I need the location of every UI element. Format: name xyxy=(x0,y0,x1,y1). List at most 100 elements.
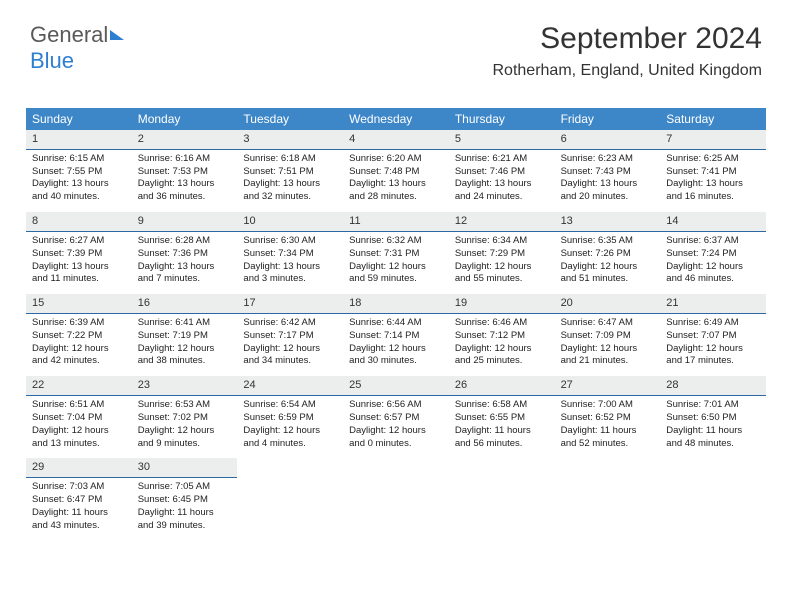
day-body: Sunrise: 6:16 AMSunset: 7:53 PMDaylight:… xyxy=(132,150,238,212)
weekday-header: Monday xyxy=(132,108,238,130)
sunset-text: Sunset: 7:43 PM xyxy=(561,166,655,179)
sunset-text: Sunset: 7:41 PM xyxy=(666,166,760,179)
calendar-cell: 19 Sunrise: 6:46 AMSunset: 7:12 PMDayligh… xyxy=(449,294,555,376)
calendar-row: 22Sunrise: 6:51 AMSunset: 7:04 PMDayligh… xyxy=(26,376,766,458)
daylight-line2: and 55 minutes. xyxy=(455,273,549,286)
sunset-text: Sunset: 6:45 PM xyxy=(138,494,232,507)
day-body: Sunrise: 6:44 AMSunset: 7:14 PMDaylight:… xyxy=(343,314,449,376)
daylight-line2: and 17 minutes. xyxy=(666,355,760,368)
sunset-text: Sunset: 7:17 PM xyxy=(243,330,337,343)
daylight-line1: Daylight: 12 hours xyxy=(349,343,443,356)
daylight-line2: and 7 minutes. xyxy=(138,273,232,286)
day-number: 16 xyxy=(138,297,150,309)
calendar-cell: 29Sunrise: 7:03 AMSunset: 6:47 PMDayligh… xyxy=(26,458,132,540)
sunset-text: Sunset: 7:36 PM xyxy=(138,248,232,261)
daylight-line2: and 39 minutes. xyxy=(138,520,232,533)
day-body: Sunrise: 6:32 AMSunset: 7:31 PMDaylight:… xyxy=(343,232,449,294)
daylight-line2: and 30 minutes. xyxy=(349,355,443,368)
day-body: Sunrise: 6:25 AMSunset: 7:41 PMDaylight:… xyxy=(660,150,766,212)
logo-text-blue: Blue xyxy=(30,48,74,73)
day-body: Sunrise: 6:53 AMSunset: 7:02 PMDaylight:… xyxy=(132,396,238,458)
calendar-cell: 7Sunrise: 6:25 AMSunset: 7:41 PMDaylight… xyxy=(660,130,766,212)
daylight-line2: and 24 minutes. xyxy=(455,191,549,204)
sunset-text: Sunset: 7:46 PM xyxy=(455,166,549,179)
calendar-cell: 17Sunrise: 6:42 AMSunset: 7:17 PMDayligh… xyxy=(237,294,343,376)
day-number: 20 xyxy=(561,297,573,309)
sunset-text: Sunset: 7:07 PM xyxy=(666,330,760,343)
day-body: Sunrise: 6:51 AMSunset: 7:04 PMDaylight:… xyxy=(26,396,132,458)
sunset-text: Sunset: 7:48 PM xyxy=(349,166,443,179)
sunrise-text: Sunrise: 6:58 AM xyxy=(455,399,549,412)
sunrise-text: Sunrise: 7:03 AM xyxy=(32,481,126,494)
day-body: Sunrise: 6:42 AMSunset: 7:17 PMDaylight:… xyxy=(237,314,343,376)
calendar-cell: 11 Sunrise: 6:32 AMSunset: 7:31 PMDayligh… xyxy=(343,212,449,294)
sunset-text: Sunset: 7:12 PM xyxy=(455,330,549,343)
daylight-line2: and 32 minutes. xyxy=(243,191,337,204)
daylight-line2: and 4 minutes. xyxy=(243,438,337,451)
daylight-line2: and 38 minutes. xyxy=(138,355,232,368)
day-number-bar: 30 xyxy=(132,458,238,478)
sunrise-text: Sunrise: 6:46 AM xyxy=(455,317,549,330)
daylight-line2: and 40 minutes. xyxy=(32,191,126,204)
day-body: Sunrise: 6:23 AMSunset: 7:43 PMDaylight:… xyxy=(555,150,661,212)
calendar-cell: 27Sunrise: 7:00 AMSunset: 6:52 PMDayligh… xyxy=(555,376,661,458)
daylight-line1: Daylight: 13 hours xyxy=(32,261,126,274)
day-number: 11 xyxy=(349,215,360,227)
day-number-bar: 22 xyxy=(26,376,132,396)
logo: General Blue xyxy=(30,22,124,74)
day-number: 19 xyxy=(455,297,467,309)
calendar-row: 29Sunrise: 7:03 AMSunset: 6:47 PMDayligh… xyxy=(26,458,766,540)
sunset-text: Sunset: 7:29 PM xyxy=(455,248,549,261)
daylight-line1: Daylight: 12 hours xyxy=(666,343,760,356)
day-number: 5 xyxy=(455,133,461,145)
daylight-line2: and 43 minutes. xyxy=(32,520,126,533)
calendar-cell: 25Sunrise: 6:56 AMSunset: 6:57 PMDayligh… xyxy=(343,376,449,458)
weekday-header-row: SundayMondayTuesdayWednesdayThursdayFrid… xyxy=(26,108,766,130)
day-body: Sunrise: 6:21 AMSunset: 7:46 PMDaylight:… xyxy=(449,150,555,212)
day-number: 15 xyxy=(32,297,44,309)
logo-triangle-icon xyxy=(110,30,124,40)
daylight-line2: and 16 minutes. xyxy=(666,191,760,204)
sunset-text: Sunset: 6:47 PM xyxy=(32,494,126,507)
day-number-bar: 9 xyxy=(132,212,238,232)
day-number-bar: 11 xyxy=(343,212,449,232)
sunrise-text: Sunrise: 6:44 AM xyxy=(349,317,443,330)
sunset-text: Sunset: 7:22 PM xyxy=(32,330,126,343)
weekday-header: Sunday xyxy=(26,108,132,130)
day-number: 30 xyxy=(138,461,150,473)
daylight-line2: and 9 minutes. xyxy=(138,438,232,451)
daylight-line1: Daylight: 13 hours xyxy=(138,178,232,191)
sunrise-text: Sunrise: 6:37 AM xyxy=(666,235,760,248)
sunset-text: Sunset: 6:59 PM xyxy=(243,412,337,425)
sunrise-text: Sunrise: 6:49 AM xyxy=(666,317,760,330)
daylight-line2: and 42 minutes. xyxy=(32,355,126,368)
day-number: 13 xyxy=(561,215,573,227)
sunset-text: Sunset: 7:34 PM xyxy=(243,248,337,261)
daylight-line1: Daylight: 13 hours xyxy=(243,261,337,274)
calendar-cell xyxy=(449,458,555,540)
day-number-bar: 28 xyxy=(660,376,766,396)
sunrise-text: Sunrise: 6:16 AM xyxy=(138,153,232,166)
page-title: September 2024 xyxy=(493,22,763,56)
weekday-header: Tuesday xyxy=(237,108,343,130)
daylight-line1: Daylight: 12 hours xyxy=(455,343,549,356)
day-body: Sunrise: 6:49 AMSunset: 7:07 PMDaylight:… xyxy=(660,314,766,376)
day-body: Sunrise: 7:00 AMSunset: 6:52 PMDaylight:… xyxy=(555,396,661,458)
weekday-header: Friday xyxy=(555,108,661,130)
daylight-line2: and 51 minutes. xyxy=(561,273,655,286)
daylight-line1: Daylight: 13 hours xyxy=(243,178,337,191)
calendar-row: 15Sunrise: 6:39 AMSunset: 7:22 PMDayligh… xyxy=(26,294,766,376)
sunset-text: Sunset: 6:52 PM xyxy=(561,412,655,425)
daylight-line1: Daylight: 12 hours xyxy=(561,261,655,274)
sunrise-text: Sunrise: 6:28 AM xyxy=(138,235,232,248)
sunset-text: Sunset: 7:09 PM xyxy=(561,330,655,343)
day-number: 4 xyxy=(349,133,355,145)
day-number: 8 xyxy=(32,215,38,227)
day-number: 10 xyxy=(243,215,255,227)
calendar-cell xyxy=(343,458,449,540)
sunrise-text: Sunrise: 7:00 AM xyxy=(561,399,655,412)
calendar-row: 1Sunrise: 6:15 AMSunset: 7:55 PMDaylight… xyxy=(26,130,766,212)
sunrise-text: Sunrise: 6:25 AM xyxy=(666,153,760,166)
daylight-line1: Daylight: 13 hours xyxy=(455,178,549,191)
daylight-line1: Daylight: 12 hours xyxy=(666,261,760,274)
